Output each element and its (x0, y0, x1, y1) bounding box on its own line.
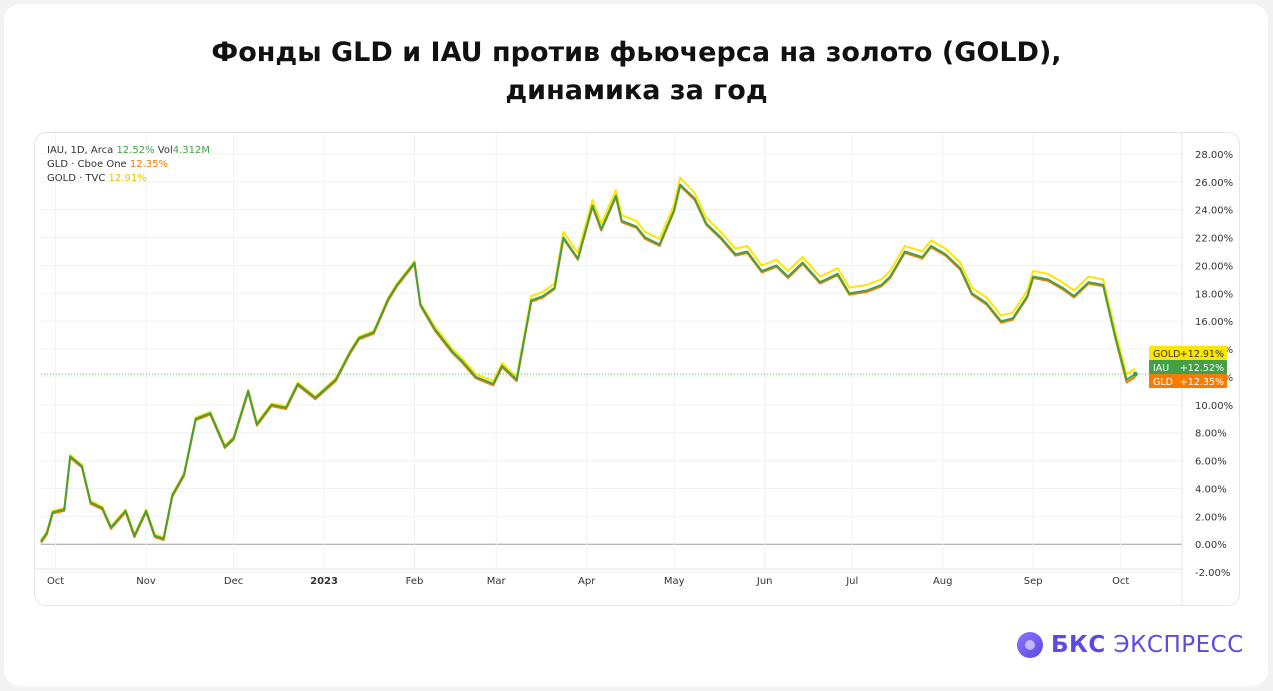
price-badge-value: +12.91% (1180, 349, 1224, 360)
price-badge-name: IAU (1153, 363, 1169, 374)
x-tick-label: Oct (47, 576, 64, 587)
legend-iau-vol-label: Vol (157, 145, 173, 156)
x-tick-label: Feb (406, 576, 424, 587)
series-line-iau (40, 183, 1136, 542)
legend-gld: GLD · Cboe One 12.35% (47, 158, 210, 172)
title-line-2: динамика за год (505, 75, 768, 106)
price-badge-value: +12.52% (1180, 363, 1224, 374)
x-tick-label: Aug (933, 576, 953, 587)
chart-panel: Oct Nov Dec 2023 Feb Mar Apr May Jun Jul Aug Sep Oct… (34, 132, 1240, 606)
y-tick-label: 22.00% (1195, 234, 1233, 245)
price-badge-gold (1149, 346, 1227, 360)
x-tick-label: Mar (487, 576, 507, 587)
iau-last-point (1132, 371, 1138, 377)
price-badge-gld (1149, 374, 1227, 388)
legend-gold-change: 12.91% (108, 173, 147, 184)
price-badge-value: +12.35% (1180, 377, 1224, 388)
legend-iau-symbol: IAU, 1D, Arca (47, 145, 114, 156)
x-tick-label: Jun (756, 576, 773, 587)
logo-product: ЭКСПРЕСС (1113, 632, 1244, 658)
x-tick-label: Jul (845, 576, 858, 587)
y-tick-label: 16.00% (1195, 317, 1233, 328)
x-tick-label: 2023 (310, 576, 338, 587)
y-tick-label: 2.00% (1195, 512, 1227, 523)
page-title: Фонды GLD и IAU против фьючерса на золот… (0, 34, 1273, 110)
x-tick-label: May (664, 576, 685, 587)
logo-mark-icon (1017, 632, 1043, 658)
y-tick-label: 24.00% (1195, 206, 1233, 217)
legend-gld-symbol: GLD · Cboe One (47, 159, 127, 170)
legend-gld-change: 12.35% (129, 159, 169, 170)
legend-iau-vol: 4.312M (172, 145, 210, 156)
x-tick-label: Nov (136, 576, 156, 587)
y-tick-label: 28.00% (1195, 150, 1233, 161)
series-line-gold (40, 176, 1136, 541)
y-tick-label: 20.00% (1195, 261, 1233, 272)
title-line-1: Фонды GLD и IAU против фьючерса на золот… (211, 37, 1062, 68)
bcs-express-logo: БКС ЭКСПРЕСС (1017, 630, 1244, 660)
y-tick-label: 18.00% (1195, 289, 1233, 300)
y-tick-label: 4.00% (1195, 484, 1227, 495)
price-badge-name: GOLD (1153, 349, 1180, 360)
logo-brand: БКС (1051, 632, 1106, 658)
series-line-gld (40, 185, 1136, 544)
x-tick-label: Dec (224, 576, 243, 587)
legend-gold: GOLD · TVC 12.91% (47, 172, 210, 186)
price-badge-name: GLD (1153, 377, 1173, 388)
x-tick-label: Oct (1112, 576, 1129, 587)
y-tick-label: 26.00% (1195, 178, 1233, 189)
x-tick-label: Apr (578, 576, 596, 587)
y-tick-label: -2.00% (1195, 568, 1230, 579)
price-badge-iau (1149, 360, 1227, 374)
legend-iau-change: 12.52% (116, 145, 155, 156)
chart-legend: IAU, 1D, Arca 12.52% Vol4.312M GLD · Cbo… (47, 144, 210, 186)
y-tick-label: 0.00% (1195, 540, 1227, 551)
x-tick-label: Sep (1024, 576, 1043, 587)
y-tick-label: 10.00% (1195, 401, 1233, 412)
y-tick-label: 8.00% (1195, 429, 1227, 440)
y-tick-label: 6.00% (1195, 457, 1227, 468)
chart-svg: Oct Nov Dec 2023 Feb Mar Apr May Jun Jul Aug Sep Oct… (35, 133, 1233, 605)
logo-text: БКС ЭКСПРЕСС (1051, 632, 1244, 658)
legend-gold-symbol: GOLD · TVC (47, 173, 106, 184)
legend-iau: IAU, 1D, Arca 12.52% Vol4.312M (47, 144, 210, 158)
